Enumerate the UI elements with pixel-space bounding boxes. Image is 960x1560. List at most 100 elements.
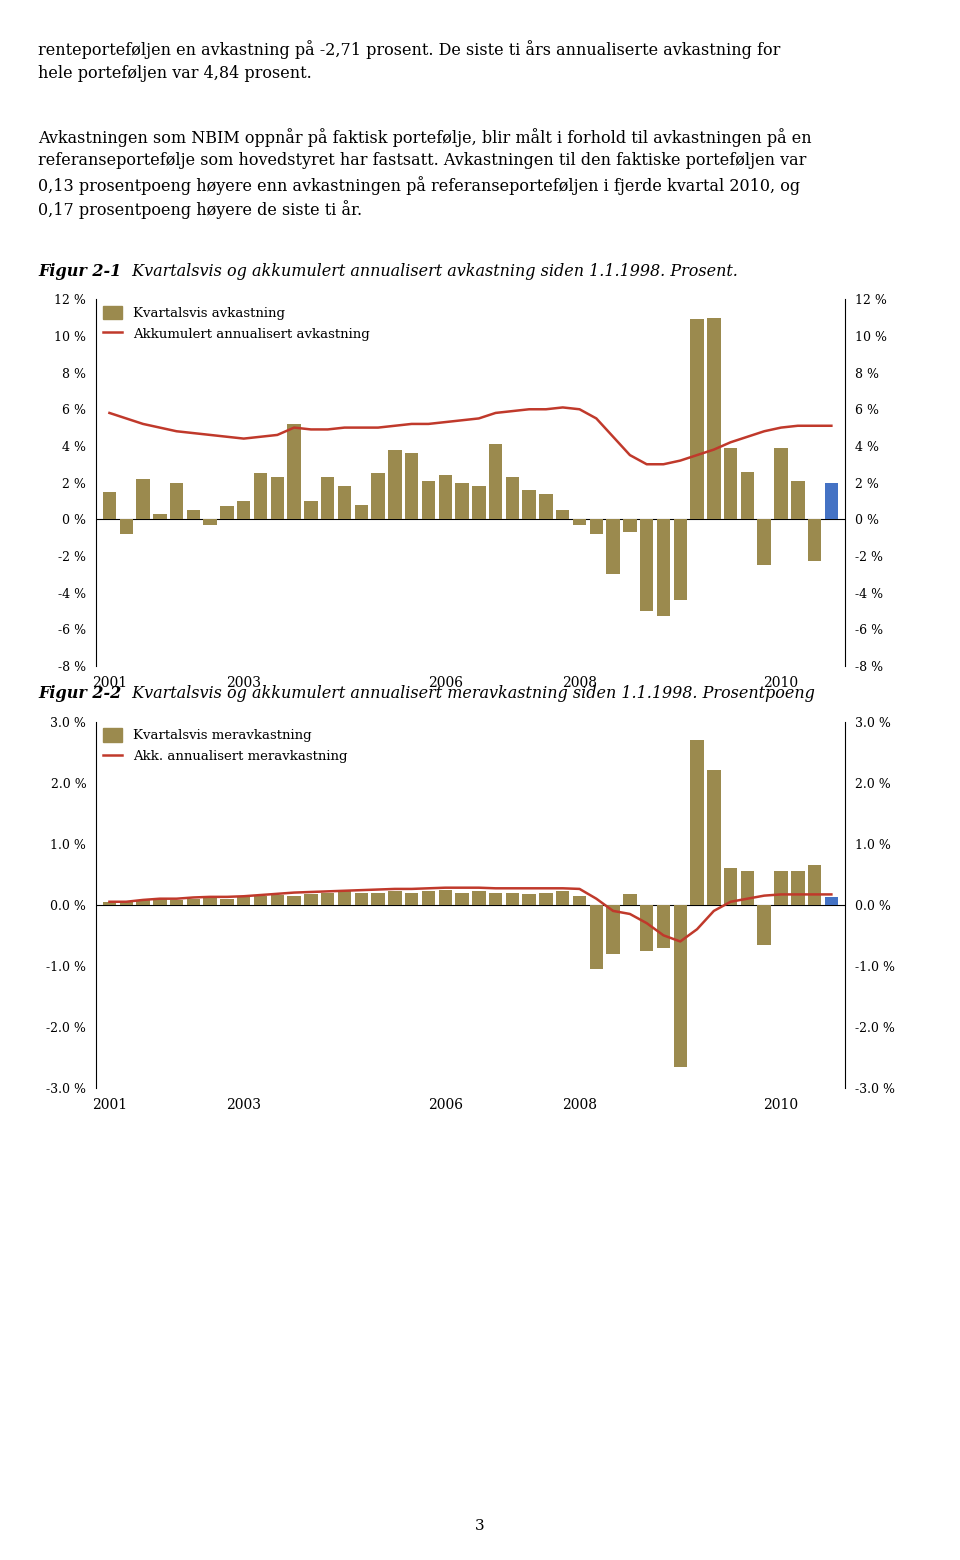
Bar — [253, 473, 267, 519]
Bar — [253, 897, 267, 905]
Bar — [304, 894, 318, 905]
Bar — [338, 487, 351, 519]
Bar — [708, 771, 721, 905]
Bar — [724, 869, 737, 905]
Bar — [741, 471, 755, 519]
Text: hele porteføljen var 4,84 prosent.: hele porteføljen var 4,84 prosent. — [38, 64, 312, 81]
Bar — [455, 482, 468, 519]
Bar — [237, 501, 251, 519]
Bar — [556, 510, 569, 519]
Bar — [103, 902, 116, 905]
Bar — [657, 905, 670, 947]
Bar — [640, 519, 654, 612]
Bar — [321, 477, 334, 519]
Bar — [388, 891, 401, 905]
Bar — [170, 900, 183, 905]
Bar — [623, 894, 636, 905]
Bar — [472, 487, 486, 519]
Bar — [690, 320, 704, 519]
Bar — [573, 895, 587, 905]
Bar — [372, 473, 385, 519]
Bar — [589, 519, 603, 534]
Bar — [421, 891, 435, 905]
Bar — [119, 902, 132, 905]
Legend: Kvartalsvis meravkastning, Akk. annualisert meravkastning: Kvartalsvis meravkastning, Akk. annualis… — [103, 729, 348, 763]
Bar — [640, 905, 654, 950]
Text: Figur 2-1: Figur 2-1 — [38, 264, 122, 279]
Bar — [775, 448, 788, 519]
Bar — [657, 519, 670, 616]
Bar — [607, 519, 620, 574]
Text: 3: 3 — [475, 1519, 485, 1532]
Bar — [472, 891, 486, 905]
Bar — [506, 892, 519, 905]
Bar — [808, 866, 822, 905]
Bar — [153, 513, 166, 519]
Text: referanseportefølje som hovedstyret har fastsatt. Avkastningen til den faktiske : referanseportefølje som hovedstyret har … — [38, 151, 806, 168]
Bar — [607, 905, 620, 953]
Bar — [287, 895, 300, 905]
Text: renteporteføljen en avkastning på -2,71 prosent. De siste ti års annualiserte av: renteporteføljen en avkastning på -2,71 … — [38, 41, 780, 59]
Bar — [354, 892, 368, 905]
Bar — [237, 897, 251, 905]
Bar — [304, 501, 318, 519]
Bar — [372, 892, 385, 905]
Bar — [186, 510, 200, 519]
Bar — [506, 477, 519, 519]
Bar — [421, 480, 435, 519]
Bar — [103, 491, 116, 519]
Bar — [271, 895, 284, 905]
Bar — [153, 899, 166, 905]
Bar — [708, 318, 721, 519]
Bar — [136, 900, 150, 905]
Bar — [556, 891, 569, 905]
Bar — [775, 870, 788, 905]
Bar — [791, 870, 804, 905]
Bar — [522, 490, 536, 519]
Bar — [724, 448, 737, 519]
Bar — [321, 892, 334, 905]
Bar — [405, 454, 419, 519]
Text: 0,13 prosentpoeng høyere enn avkastningen på referanseporteføljen i fjerde kvart: 0,13 prosentpoeng høyere enn avkastninge… — [38, 176, 801, 195]
Text: Kvartalsvis og akkumulert annualisert avkastning siden 1.1.1998. Prosent.: Kvartalsvis og akkumulert annualisert av… — [127, 264, 737, 279]
Text: Figur 2-2: Figur 2-2 — [38, 685, 122, 702]
Bar — [119, 519, 132, 534]
Bar — [388, 449, 401, 519]
Text: Kvartalsvis og akkumulert annualisert meravkastning siden 1.1.1998. Prosentpoeng: Kvartalsvis og akkumulert annualisert me… — [127, 685, 815, 702]
Bar — [439, 476, 452, 519]
Bar — [489, 892, 502, 905]
Bar — [825, 482, 838, 519]
Bar — [522, 894, 536, 905]
Bar — [220, 507, 233, 519]
Bar — [573, 519, 587, 524]
Text: 0,17 prosentpoeng høyere de siste ti år.: 0,17 prosentpoeng høyere de siste ti år. — [38, 200, 363, 218]
Bar — [170, 482, 183, 519]
Bar — [808, 519, 822, 562]
Bar — [825, 897, 838, 905]
Bar — [540, 892, 553, 905]
Bar — [757, 905, 771, 944]
Bar — [674, 905, 687, 1067]
Bar — [405, 892, 419, 905]
Bar — [791, 480, 804, 519]
Bar — [690, 739, 704, 905]
Text: Avkastningen som NBIM oppnår på faktisk portefølje, blir målt i forhold til avka: Avkastningen som NBIM oppnår på faktisk … — [38, 128, 812, 147]
Bar — [204, 897, 217, 905]
Bar — [489, 445, 502, 519]
Bar — [589, 905, 603, 969]
Bar — [338, 891, 351, 905]
Bar — [757, 519, 771, 565]
Legend: Kvartalsvis avkastning, Akkumulert annualisert avkastning: Kvartalsvis avkastning, Akkumulert annua… — [103, 306, 370, 342]
Bar — [186, 899, 200, 905]
Bar — [455, 892, 468, 905]
Bar — [287, 424, 300, 519]
Bar — [271, 477, 284, 519]
Bar — [204, 519, 217, 524]
Bar — [136, 479, 150, 519]
Bar — [439, 889, 452, 905]
Bar — [220, 899, 233, 905]
Bar — [623, 519, 636, 532]
Bar — [354, 504, 368, 519]
Bar — [741, 870, 755, 905]
Bar — [540, 493, 553, 519]
